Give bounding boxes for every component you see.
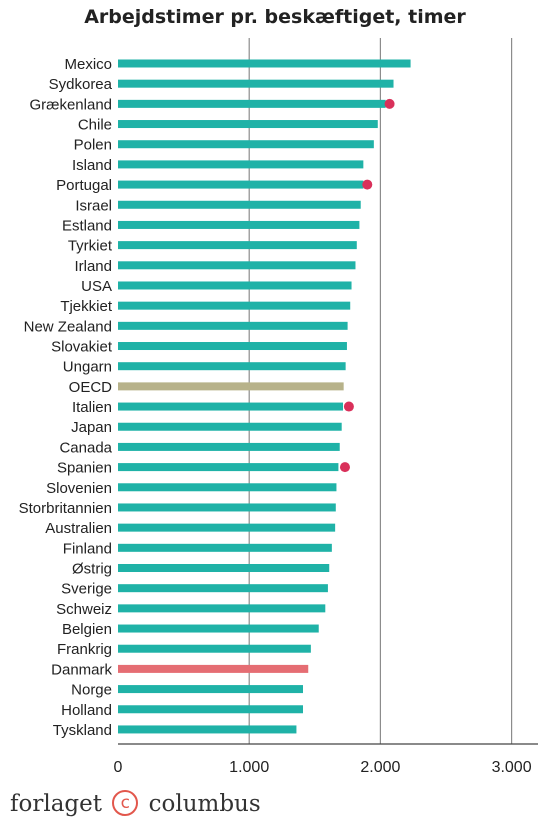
bar-graekenland <box>118 99 386 108</box>
bar-mexico <box>118 59 411 68</box>
category-label-spanien: Spanien <box>57 460 112 477</box>
category-label-polen: Polen <box>74 137 112 154</box>
category-label-oecd: OECD <box>69 379 113 396</box>
bar-portugal <box>118 180 364 189</box>
category-label-graekenland: Grækenland <box>29 96 112 113</box>
bar-danmark <box>118 664 309 673</box>
bar-italien <box>118 402 344 411</box>
bar-schweiz <box>118 604 326 613</box>
bar-ungarn <box>118 362 346 371</box>
category-label-frankrig: Frankrig <box>57 641 112 658</box>
x-tick-label: 3.000 <box>492 759 532 776</box>
category-label-irland: Irland <box>74 258 112 275</box>
category-label-israel: Israel <box>75 197 112 214</box>
category-label-new-zealand: New Zealand <box>24 318 112 335</box>
category-label-tyrkiet: Tyrkiet <box>68 238 113 255</box>
bar-ostrig <box>118 564 330 572</box>
category-label-storbritannien: Storbritannien <box>19 500 112 517</box>
marker-spanien <box>339 462 350 473</box>
category-label-tjekkiet: Tjekkiet <box>60 298 113 315</box>
bar-tyskland <box>118 725 297 734</box>
bar-frankrig <box>118 644 311 653</box>
category-label-sydkorea: Sydkorea <box>49 76 113 93</box>
category-label-danmark: Danmark <box>51 661 112 678</box>
x-tick-label: 2.000 <box>360 759 400 776</box>
category-label-ostrig: Østrig <box>72 561 112 578</box>
category-label-chile: Chile <box>78 117 112 134</box>
category-label-belgien: Belgien <box>62 621 112 638</box>
category-label-norge: Norge <box>71 682 112 699</box>
bars <box>118 59 411 734</box>
marker-portugal <box>362 179 373 190</box>
logo-text-right: columbus <box>148 791 261 817</box>
bar-irland <box>118 261 356 270</box>
bar-new-zealand <box>118 321 348 330</box>
category-label-italien: Italien <box>72 399 112 416</box>
x-tick-label: 1.000 <box>229 759 269 776</box>
category-label-ungarn: Ungarn <box>63 359 112 376</box>
marker-italien <box>343 401 354 412</box>
category-label-portugal: Portugal <box>56 177 112 194</box>
bar-holland <box>118 705 303 714</box>
copyright-icon: c <box>112 790 139 816</box>
bar-israel <box>118 200 361 209</box>
bar-slovakiet <box>118 342 347 351</box>
bar-finland <box>118 543 332 552</box>
chart-title: Arbejdstimer pr. beskæftiget, timer <box>84 6 466 28</box>
category-label-holland: Holland <box>61 702 112 719</box>
bar-canada <box>118 442 340 451</box>
category-label-mexico: Mexico <box>64 56 112 73</box>
bar-belgien <box>118 624 319 633</box>
publisher-logo: forlaget c columbus <box>10 790 261 820</box>
bar-storbritannien <box>118 503 336 512</box>
category-label-tyskland: Tyskland <box>53 722 112 739</box>
category-label-schweiz: Schweiz <box>56 601 112 618</box>
bar-tyrkiet <box>118 241 357 250</box>
bar-estland <box>118 220 360 229</box>
category-label-canada: Canada <box>59 439 112 456</box>
bar-chile <box>118 120 378 129</box>
bar-usa <box>118 281 352 290</box>
bar-polen <box>118 140 374 149</box>
bar-norge <box>118 685 303 694</box>
x-tick-label: 0 <box>114 759 123 776</box>
bar-australien <box>118 523 336 532</box>
bar-japan <box>118 422 342 431</box>
category-label-japan: Japan <box>71 419 112 436</box>
category-label-usa: USA <box>81 278 112 295</box>
markers <box>339 98 395 473</box>
category-label-finland: Finland <box>63 540 112 557</box>
category-label-sverige: Sverige <box>61 581 112 598</box>
category-label-estland: Estland <box>62 217 112 234</box>
category-label-island: Island <box>72 157 112 174</box>
category-label-australien: Australien <box>45 520 112 537</box>
category-labels: Mexico Sydkorea Grækenland Chile Polen Island… <box>19 56 113 739</box>
bar-tjekkiet <box>118 301 351 310</box>
category-label-slovakiet: Slovakiet <box>51 339 113 356</box>
category-label-slovenien: Slovenien <box>46 480 112 497</box>
x-axis: 0 1.000 2.000 3.000 <box>114 743 538 776</box>
bar-sverige <box>118 584 328 593</box>
bar-oecd <box>118 382 344 391</box>
bar-sydkorea <box>118 79 394 88</box>
logo-text-left: forlaget <box>10 791 102 817</box>
bar-spanien <box>118 463 339 472</box>
bar-island <box>118 160 364 169</box>
bar-slovenien <box>118 483 337 492</box>
marker-graekenland <box>384 98 395 109</box>
